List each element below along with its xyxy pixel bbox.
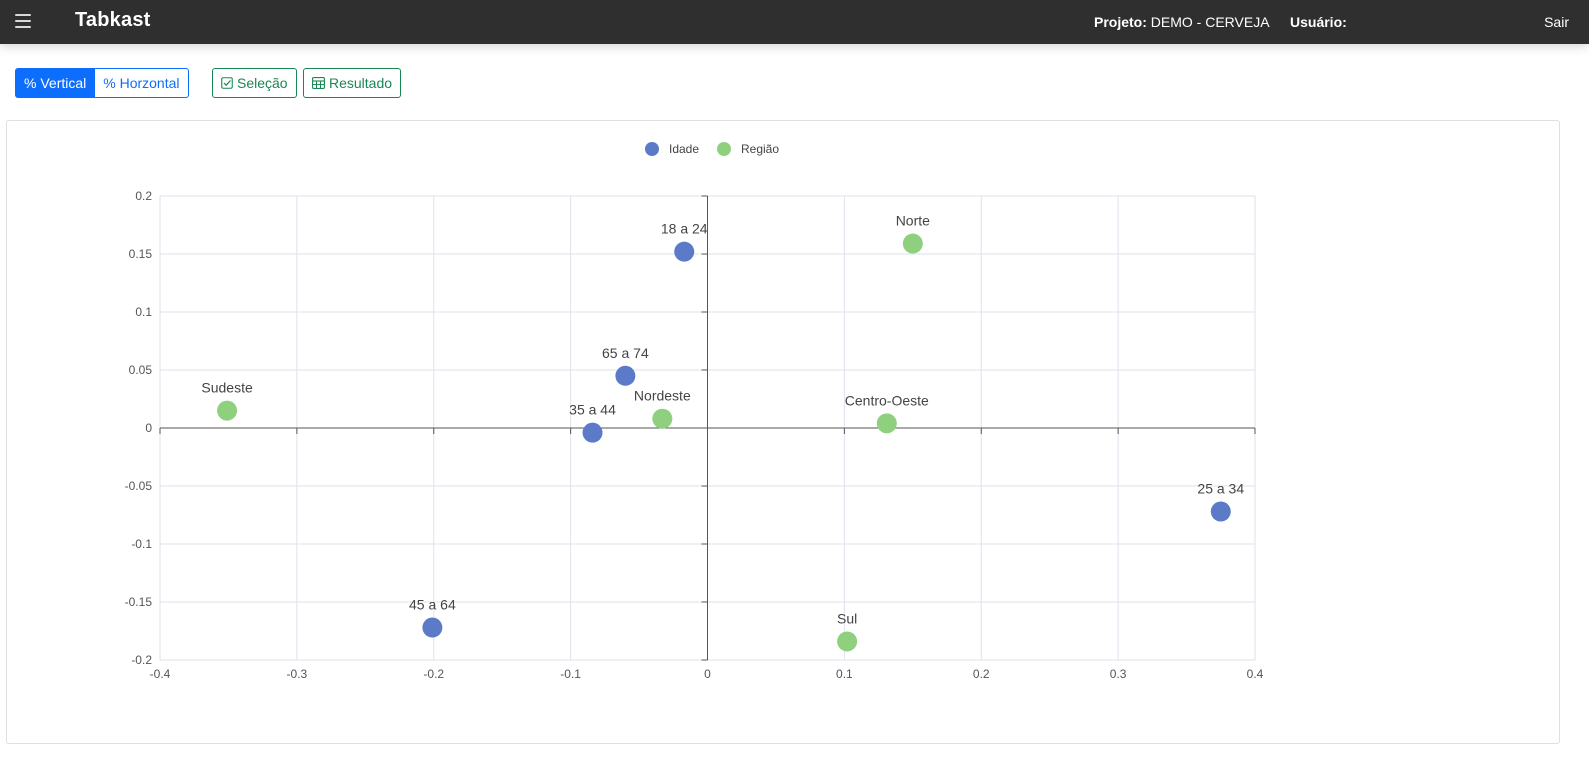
y-tick-label: -0.1	[131, 537, 152, 551]
legend-item[interactable]: Idade	[645, 142, 699, 156]
project-info: Projeto: DEMO - CERVEJA	[1094, 14, 1270, 30]
x-tick-label: -0.3	[287, 667, 308, 681]
y-tick-label: 0.1	[135, 305, 152, 319]
y-tick-label: 0.05	[129, 363, 153, 377]
y-tick-label: 0.15	[129, 247, 153, 261]
x-tick-label: 0.3	[1110, 667, 1127, 681]
data-point	[422, 617, 443, 638]
y-tick-label: -0.15	[125, 595, 153, 609]
y-tick-label: -0.05	[125, 479, 153, 493]
data-point-label: 18 a 24	[661, 221, 708, 237]
data-point-label: Centro-Oeste	[845, 392, 929, 408]
data-point-label: Sul	[837, 610, 857, 626]
data-point	[582, 422, 603, 443]
horizontal-percent-button[interactable]: % Horzontal	[95, 68, 189, 98]
selecao-button[interactable]: Seleção	[212, 68, 297, 98]
data-point-label: Norte	[896, 213, 930, 229]
data-point	[217, 400, 238, 421]
resultado-label: Resultado	[329, 75, 393, 91]
data-point-label: 65 a 74	[602, 345, 649, 361]
hamburger-icon[interactable]	[15, 14, 31, 30]
chart-card: -0.4 -0.3 -0.2 -0.1 0 0.1 0.2 0.3 0.4 0.2 0.15 0.1 0…	[6, 120, 1560, 744]
x-tick-label: -0.1	[560, 667, 581, 681]
data-point-label: Sudeste	[201, 380, 253, 396]
legend-label: Idade	[669, 142, 699, 156]
project-value: DEMO - CERVEJA	[1150, 14, 1270, 30]
percentage-toggle-group: % Vertical % Horzontal	[15, 68, 189, 98]
user-label: Usuário:	[1290, 14, 1347, 30]
x-tick-label: 0.4	[1247, 667, 1264, 681]
data-point-label: 45 a 64	[409, 597, 456, 613]
data-point	[1210, 501, 1231, 522]
data-point	[837, 631, 858, 652]
x-tick-label: 0.2	[973, 667, 990, 681]
data-point-label: 35 a 44	[569, 402, 616, 418]
x-tick-label: -0.2	[423, 667, 444, 681]
resultado-button[interactable]: Resultado	[303, 68, 402, 98]
y-tick-label: -0.2	[131, 653, 152, 667]
x-tick-label: 0.1	[836, 667, 853, 681]
legend-item[interactable]: Região	[717, 142, 779, 156]
data-point	[674, 241, 695, 262]
top-navbar: Tabkast Projeto: DEMO - CERVEJA Usuário:…	[0, 0, 1589, 44]
logout-link[interactable]: Sair	[1544, 14, 1569, 30]
project-label: Projeto:	[1094, 14, 1147, 30]
x-tick-label: 0	[704, 667, 711, 681]
data-point	[652, 408, 673, 429]
vertical-percent-button[interactable]: % Vertical	[15, 68, 96, 98]
data-point	[876, 413, 897, 434]
y-tick-label: 0	[145, 421, 152, 435]
legend-marker	[645, 142, 659, 156]
data-point	[615, 365, 636, 386]
user-info: Usuário:	[1290, 14, 1347, 30]
data-point-label: 25 a 34	[1197, 481, 1244, 497]
legend-label: Região	[741, 142, 779, 156]
check-square-icon	[221, 77, 233, 89]
data-point	[902, 233, 923, 254]
y-tick-label: 0.2	[135, 189, 152, 203]
legend-marker	[717, 142, 731, 156]
data-point-label: Nordeste	[634, 388, 691, 404]
table-icon	[312, 77, 325, 89]
app-title[interactable]: Tabkast	[75, 9, 151, 31]
scatter-chart: -0.4 -0.3 -0.2 -0.1 0 0.1 0.2 0.3 0.4 0.2 0.15 0.1 0…	[125, 142, 1264, 681]
selecao-label: Seleção	[237, 75, 288, 91]
x-tick-label: -0.4	[150, 667, 171, 681]
